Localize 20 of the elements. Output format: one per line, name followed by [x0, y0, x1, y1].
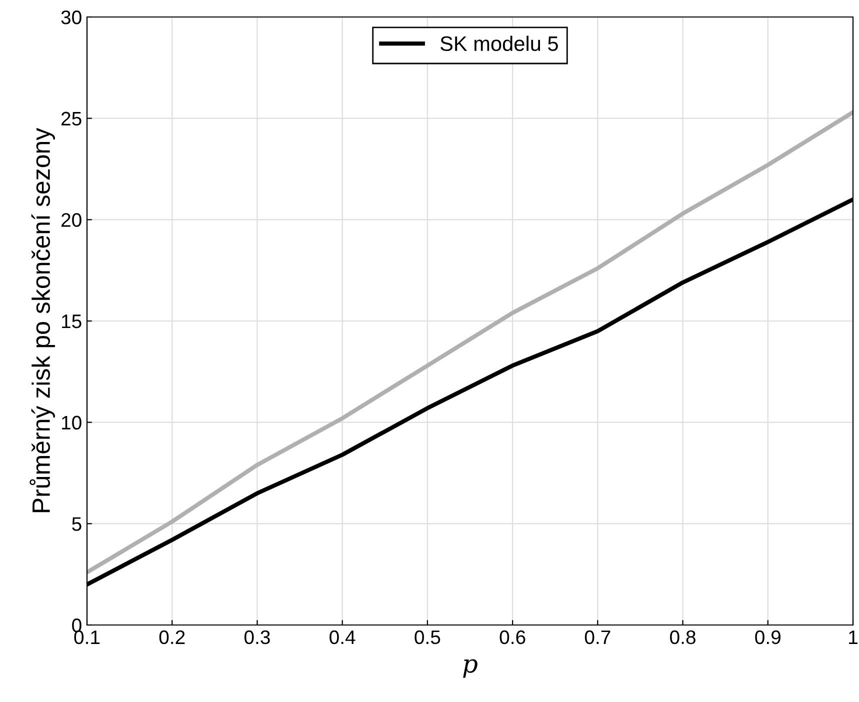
y-tick-label: 10 — [62, 416, 82, 430]
x-tick-label: 0.9 — [755, 630, 780, 644]
y-tick-label: 25 — [61, 112, 82, 126]
y-tick-label: 20 — [61, 213, 82, 227]
x-tick-label: 0.7 — [584, 630, 610, 644]
x-tick-label: 0.8 — [670, 630, 696, 644]
x-tick-label: 0.2 — [159, 630, 185, 644]
y-tick-label: 15 — [62, 314, 82, 328]
x-tick-label: 0.5 — [414, 630, 440, 644]
line-series — [87, 110, 853, 574]
x-tick-label: 0.3 — [244, 630, 270, 644]
x-tick-label: 0.6 — [500, 630, 526, 644]
y-tick-label: 5 — [72, 517, 82, 531]
legend-label: SK modelu 5 — [440, 36, 558, 52]
x-tick-label: 1 — [849, 630, 858, 644]
y-axis-title: Průměrný zisk po skončení sezony — [30, 128, 55, 512]
y-tick-label: 30 — [61, 10, 82, 24]
x-axis-title: p — [463, 659, 478, 678]
x-tick-label: 0.4 — [330, 630, 356, 644]
x-tick-label: 0.1 — [74, 630, 100, 644]
